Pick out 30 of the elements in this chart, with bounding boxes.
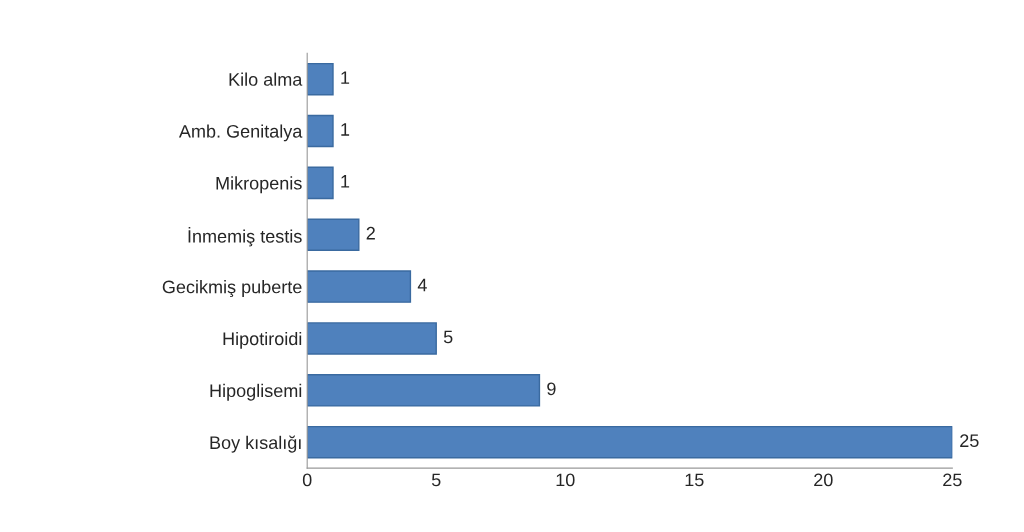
data-label: 2 — [366, 226, 375, 240]
bar — [307, 166, 334, 200]
y-tick-label: Boy kısalığı — [210, 435, 301, 453]
data-label: 5 — [443, 330, 453, 344]
bar — [307, 62, 334, 96]
bar — [307, 270, 412, 303]
y-tick-label: Mikropenis — [216, 176, 302, 194]
bar — [307, 425, 953, 459]
x-tick-label: 5 — [431, 473, 441, 487]
data-label: 9 — [547, 382, 556, 396]
y-tick-label: İnmemiş testis — [188, 226, 302, 247]
bar — [307, 322, 437, 355]
bar — [307, 218, 360, 252]
y-tick-label: Gecikmiş puberte — [162, 280, 302, 297]
y-tick-label: Kilo alma — [229, 72, 303, 86]
data-label: 25 — [960, 434, 979, 448]
x-tick-label: 0 — [302, 473, 312, 487]
data-label: 4 — [417, 278, 427, 292]
x-tick-label: 25 — [943, 473, 962, 487]
bar — [307, 114, 334, 148]
y-tick-label: Amb. Genitalya — [178, 124, 303, 142]
data-label: 1 — [341, 175, 350, 188]
data-label: 1 — [341, 123, 350, 136]
x-tick-label: 15 — [685, 473, 704, 487]
data-label: 1 — [341, 71, 350, 84]
x-tick-label: 10 — [556, 473, 575, 487]
y-tick-label: Hipotiroidi — [223, 331, 302, 349]
y-tick-label: Hipoglisemi — [210, 383, 302, 401]
x-tick-label: 20 — [814, 473, 833, 487]
bar — [307, 374, 541, 407]
